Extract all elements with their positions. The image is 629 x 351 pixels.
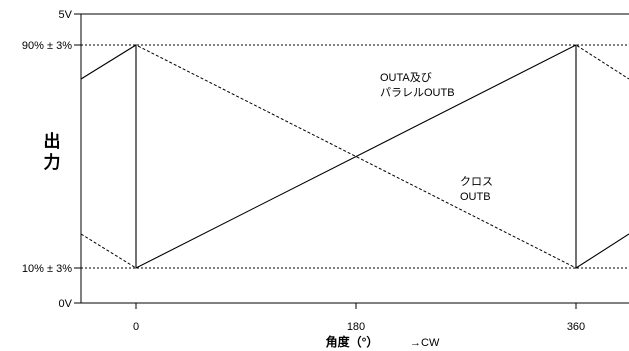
- y-label-5v: 5V: [59, 9, 73, 21]
- solid-line-label-2: パラレルOUTB: [380, 86, 455, 99]
- x-axis-title: 角度（°）: [326, 334, 379, 349]
- y-axis-title-char-2: 力: [44, 152, 61, 172]
- y-axis-title-char-1: 出: [44, 131, 61, 151]
- solid-output-line: [80, 44, 629, 270]
- y-label-0v: 0V: [59, 298, 73, 310]
- solid-line-label-1: OUTA及び: [380, 71, 432, 84]
- x-direction-label: →CW: [410, 337, 440, 349]
- y-label-90: 90% ± 3%: [22, 40, 72, 52]
- y-label-10: 10% ± 3%: [22, 263, 72, 275]
- x-label-360: 360: [567, 321, 585, 333]
- x-label-180: 180: [347, 321, 365, 333]
- x-label-0: 0: [133, 321, 139, 333]
- dashed-line-label-2: OUTB: [460, 191, 491, 203]
- dashed-line-label-1: クロス: [460, 175, 493, 188]
